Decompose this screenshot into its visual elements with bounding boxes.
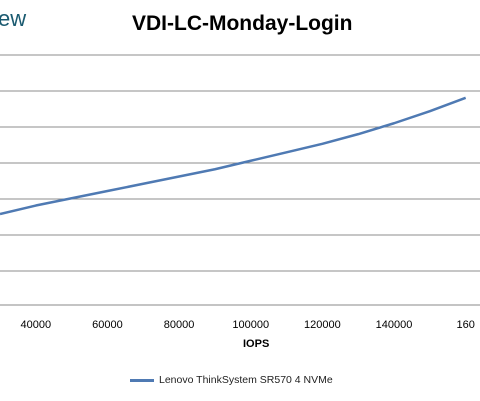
chart-title: VDI-LC-Monday-Login xyxy=(132,12,353,35)
legend: Lenovo ThinkSystem SR570 4 NVMe xyxy=(130,374,333,386)
logo-text: ew xyxy=(0,6,27,31)
series-layer xyxy=(0,96,467,216)
x-tick-label: 40000 xyxy=(21,319,52,331)
x-tick-labels: 40000 60000 80000 100000 120000 140000 160 xyxy=(21,319,475,331)
legend-swatch xyxy=(130,378,154,382)
series-line xyxy=(0,96,467,216)
gridlines xyxy=(0,54,480,272)
legend-label: Lenovo ThinkSystem SR570 4 NVMe xyxy=(159,374,333,386)
x-tick-label: 120000 xyxy=(304,319,341,331)
x-tick-label: 160 xyxy=(456,319,474,331)
x-axis-title: IOPS xyxy=(243,338,270,350)
x-tick-label: 80000 xyxy=(164,319,195,331)
x-tick-label: 140000 xyxy=(376,319,413,331)
x-tick-label: 60000 xyxy=(92,319,123,331)
x-tick-label: 100000 xyxy=(232,319,269,331)
